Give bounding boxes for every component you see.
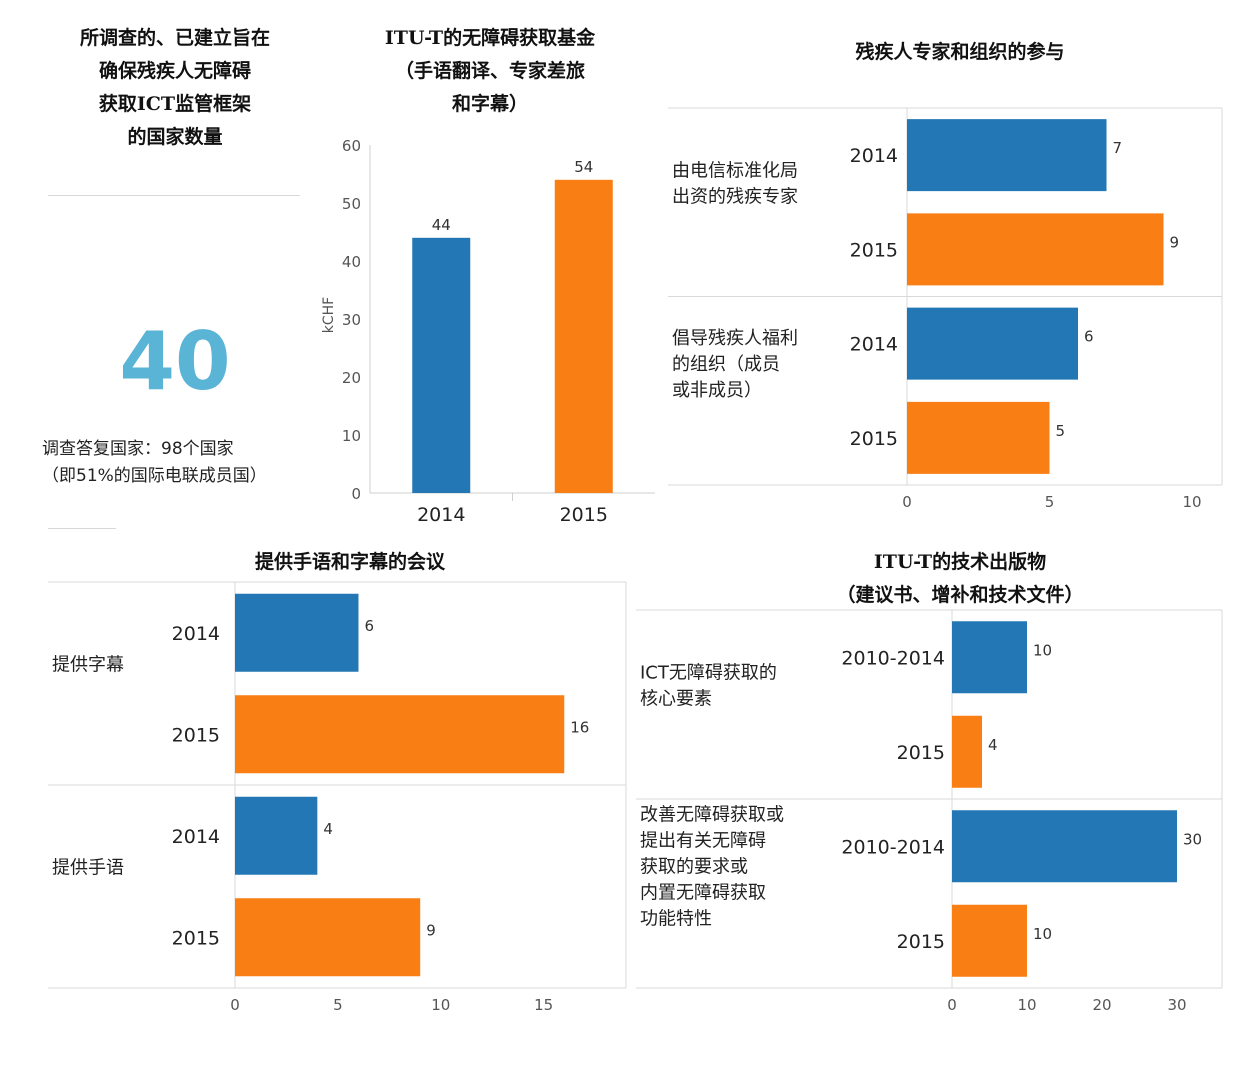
stat-note-line: 调查答复国家：98个国家	[42, 439, 234, 459]
stat-title-line: 所调查的、已建立旨在	[79, 27, 270, 49]
fund-y-tick-label: 30	[342, 311, 361, 329]
meetings-x-tick-label: 5	[333, 996, 343, 1014]
publications-year-label: 2015	[897, 931, 945, 953]
fund-y-tick-label: 20	[342, 369, 361, 387]
publications-group-label: 内置无障碍获取	[640, 883, 766, 904]
participation-bar	[907, 307, 1078, 380]
participation-data-label: 7	[1113, 139, 1123, 157]
fund-data-label: 44	[432, 216, 451, 234]
stat-note: 调查答复国家：98个国家 （即51%的国际电联成员国）	[42, 436, 332, 490]
meetings-bar	[235, 593, 359, 672]
publications-title: ITU-T的技术出版物 （建议书、增补和技术文件）	[760, 546, 1160, 612]
participation-data-label: 5	[1056, 422, 1066, 440]
participation-group-label: 由电信标准化局	[672, 160, 798, 181]
participation-bar	[907, 401, 1050, 474]
fund-data-label: 54	[574, 158, 593, 176]
meetings-year-label: 2014	[172, 826, 220, 848]
publications-x-tick-label: 0	[947, 996, 957, 1014]
publications-x-tick-label: 10	[1017, 996, 1036, 1014]
publications-group-label: ICT无障碍获取的	[640, 663, 777, 684]
stat-title: 所调查的、已建立旨在 确保残疾人无障碍 获取ICT监管框架 的国家数量	[40, 22, 310, 154]
meetings-year-label: 2014	[172, 623, 220, 645]
fund-title-line: 和字幕）	[451, 93, 528, 115]
meetings-year-label: 2015	[172, 927, 220, 949]
participation-group-label: 出资的残疾专家	[672, 186, 798, 207]
publications-group-label: 改善无障碍获取或	[640, 805, 784, 826]
fund-y-tick-label: 50	[342, 195, 361, 213]
fund-bar	[554, 179, 613, 494]
publications-year-label: 2010-2014	[841, 836, 945, 858]
meetings-data-label: 16	[570, 718, 589, 736]
meetings-year-label: 2015	[172, 724, 220, 746]
participation-x-tick-label: 0	[902, 493, 912, 511]
publications-bar	[952, 810, 1177, 883]
fund-y-tick-label: 0	[351, 485, 361, 503]
publications-data-label: 10	[1033, 925, 1052, 943]
publications-x-tick-label: 30	[1167, 996, 1186, 1014]
participation-year-label: 2015	[850, 428, 898, 450]
publications-bar	[952, 904, 1027, 977]
fund-category-label: 2015	[560, 504, 608, 526]
participation-x-tick-label: 5	[1045, 493, 1055, 511]
fund-y-tick-label: 40	[342, 253, 361, 271]
stat-divider	[48, 195, 300, 196]
participation-x-tick-label: 10	[1182, 493, 1201, 511]
fund-title-line: （手语翻译、专家差旅	[394, 60, 585, 82]
publications-x-tick-label: 20	[1092, 996, 1111, 1014]
fund-bar	[412, 237, 471, 493]
publications-year-label: 2010-2014	[841, 647, 945, 669]
meetings-data-label: 4	[323, 820, 333, 838]
participation-year-label: 2014	[850, 334, 898, 356]
meetings-bar	[235, 695, 565, 774]
participation-year-label: 2015	[850, 239, 898, 261]
publications-title-line: （建议书、增补和技术文件）	[836, 584, 1084, 606]
publications-group-label: 获取的要求或	[640, 857, 748, 878]
meetings-x-tick-label: 0	[230, 996, 240, 1014]
publications-data-label: 4	[988, 736, 998, 754]
meetings-data-label: 6	[364, 617, 374, 635]
publications-group-label: 功能特性	[640, 909, 712, 930]
stat-title-line: 的国家数量	[127, 126, 223, 148]
publications-bar	[952, 715, 982, 788]
publications-title-line: ITU-T的技术出版物	[873, 551, 1047, 573]
publications-data-label: 30	[1183, 830, 1202, 848]
participation-data-label: 9	[1170, 233, 1180, 251]
stat-title-line: 获取ICT监管框架	[98, 93, 252, 115]
stat-value: 40	[119, 315, 231, 408]
publications-group-label: 提出有关无障碍	[640, 831, 766, 852]
meetings-x-tick-label: 15	[534, 996, 553, 1014]
fund-y-axis-label: kCHF	[321, 297, 337, 333]
participation-bar	[907, 213, 1164, 286]
participation-year-label: 2014	[850, 145, 898, 167]
stat-short-divider	[48, 528, 116, 529]
stat-title-line: 确保残疾人无障碍	[98, 60, 251, 82]
fund-y-tick-label: 60	[342, 137, 361, 155]
meetings-title: 提供手语和字幕的会议	[254, 551, 445, 573]
publications-year-label: 2015	[897, 742, 945, 764]
participation-title: 残疾人专家和组织的参与	[855, 41, 1065, 63]
meetings-group-label: 提供字幕	[52, 655, 124, 676]
participation-data-label: 6	[1084, 328, 1094, 346]
fund-title-line: ITU-T的无障碍获取基金	[384, 27, 596, 49]
meetings-bar	[235, 898, 421, 977]
fund-y-tick-label: 10	[342, 427, 361, 445]
publications-group-label: 核心要素	[640, 689, 712, 710]
stat-note-line: （即51%的国际电联成员国）	[42, 466, 267, 486]
publications-data-label: 10	[1033, 641, 1052, 659]
fund-category-label: 2014	[417, 504, 465, 526]
meetings-data-label: 9	[426, 921, 436, 939]
fund-title: ITU-T的无障碍获取基金 （手语翻译、专家差旅 和字幕）	[340, 22, 640, 121]
participation-group-label: 的组织（成员	[672, 354, 780, 375]
participation-group-label: 或非成员）	[672, 380, 762, 401]
meetings-bar	[235, 796, 318, 875]
participation-bar	[907, 119, 1107, 192]
meetings-group-label: 提供手语	[52, 858, 124, 879]
participation-group-label: 倡导残疾人福利	[672, 328, 798, 349]
publications-bar	[952, 621, 1027, 694]
meetings-x-tick-label: 10	[431, 996, 450, 1014]
